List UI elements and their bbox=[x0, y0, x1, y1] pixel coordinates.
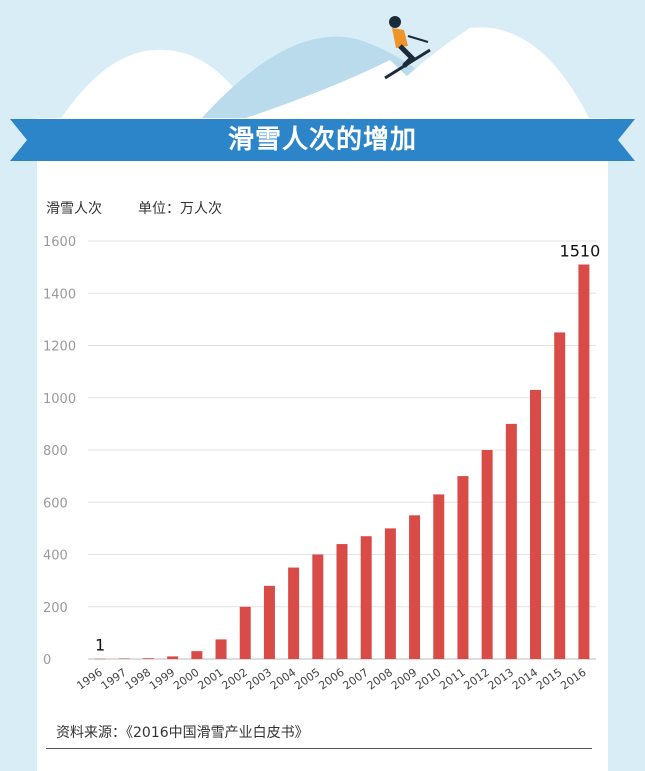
y-tick-label: 800 bbox=[43, 444, 68, 459]
bar bbox=[481, 450, 493, 659]
bar bbox=[530, 389, 542, 659]
bar bbox=[191, 651, 203, 659]
data-label: 1 bbox=[95, 636, 105, 655]
source-divider bbox=[46, 748, 592, 749]
y-tick-label: 1200 bbox=[43, 340, 76, 355]
bar bbox=[288, 567, 300, 659]
bar bbox=[239, 606, 251, 659]
bar bbox=[457, 476, 469, 659]
y-tick-label: 1600 bbox=[43, 235, 76, 250]
bar bbox=[578, 264, 590, 659]
bar bbox=[433, 494, 445, 659]
bar bbox=[384, 528, 396, 659]
y-tick-label: 0 bbox=[43, 653, 51, 668]
bar bbox=[336, 544, 348, 659]
mountain-left bbox=[60, 49, 255, 120]
y-tick-label: 400 bbox=[43, 549, 68, 564]
data-label: 1510 bbox=[560, 242, 601, 261]
bar bbox=[94, 658, 106, 660]
skier-icon bbox=[384, 16, 431, 80]
bar bbox=[312, 554, 324, 659]
bar bbox=[505, 423, 517, 659]
bar bbox=[360, 536, 372, 659]
y-tick-label: 600 bbox=[43, 496, 68, 511]
bar bbox=[215, 639, 227, 659]
page-title: 滑雪人次的增加 bbox=[227, 125, 417, 155]
y-tick-label: 1000 bbox=[43, 392, 76, 407]
y-tick-label: 1400 bbox=[43, 287, 76, 302]
source-note: 资料来源：《2016中国滑雪产业白皮书》 bbox=[56, 725, 309, 741]
bar bbox=[167, 656, 179, 659]
y-tick-label: 200 bbox=[43, 601, 68, 616]
bar bbox=[118, 658, 130, 659]
bar bbox=[554, 332, 566, 659]
bar bbox=[409, 515, 421, 659]
bar bbox=[142, 658, 154, 659]
title-banner bbox=[10, 119, 635, 161]
bar bbox=[263, 585, 275, 659]
mountain-front bbox=[240, 60, 460, 120]
unit-caption: 单位：万人次 bbox=[138, 201, 222, 217]
series-caption: 滑雪人次 bbox=[46, 201, 102, 217]
